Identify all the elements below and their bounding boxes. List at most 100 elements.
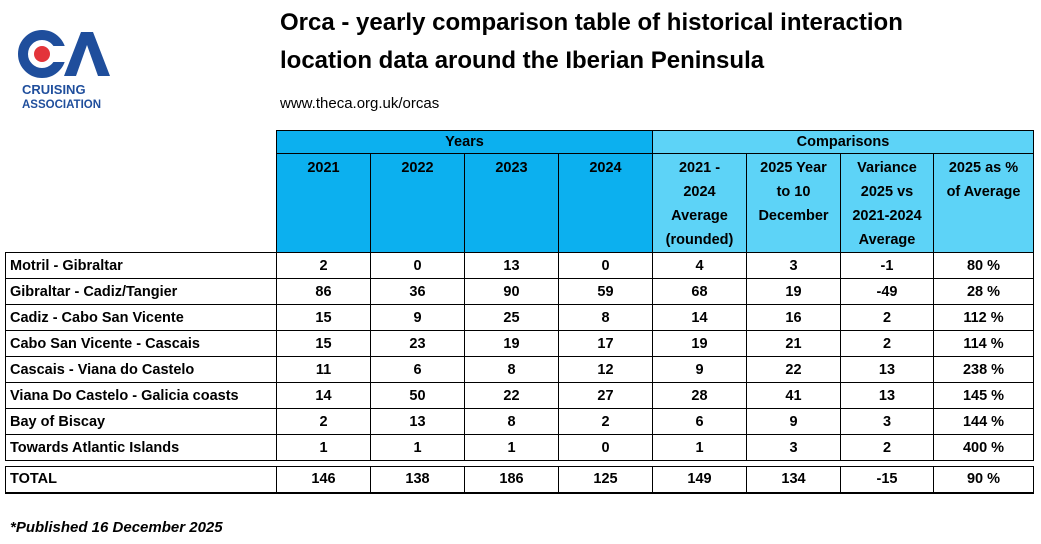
cell: 238 %: [933, 356, 1034, 383]
cell: -49: [840, 278, 934, 305]
logo-a: [64, 32, 110, 76]
cell: 8: [464, 408, 559, 435]
row: Bay of Biscay 2 13 8 2 6 9 3 144 %: [5, 408, 1034, 435]
cell: 23: [370, 330, 465, 357]
cell: 22: [746, 356, 841, 383]
cell: 12: [558, 356, 653, 383]
cell: 15: [276, 304, 371, 331]
row-label: Cabo San Vicente - Cascais: [5, 330, 277, 357]
group-row: Years Comparisons: [5, 130, 1034, 154]
header-line: of Average: [946, 184, 1021, 200]
cell: 28: [652, 382, 747, 409]
row-label: Cascais - Viana do Castelo: [5, 356, 277, 383]
row-label: Towards Atlantic Islands: [5, 434, 277, 461]
column-header: 2022: [370, 153, 465, 253]
column-header: 2021: [276, 153, 371, 253]
cell: 22: [464, 382, 559, 409]
cell: 138: [370, 466, 465, 493]
cell: 86: [276, 278, 371, 305]
cell: 400 %: [933, 434, 1034, 461]
header-line: 2024: [589, 160, 622, 176]
row-label: TOTAL: [5, 466, 277, 493]
cell: 2: [276, 408, 371, 435]
cell: 68: [652, 278, 747, 305]
row-label: Motril - Gibraltar: [5, 252, 277, 279]
url: www.theca.org.uk/orcas: [280, 95, 440, 112]
header-line: (rounded): [665, 232, 734, 248]
row: Gibraltar - Cadiz/Tangier 86 36 90 59 68 19 -49…: [5, 278, 1034, 305]
cell: 3: [746, 434, 841, 461]
cell: 0: [558, 434, 653, 461]
header-line: Average: [671, 208, 728, 224]
column-header: 2021 - 2024 Average (rounded): [652, 153, 747, 253]
cell: 36: [370, 278, 465, 305]
column-header: Variance 2025 vs 2021-2024 Average: [840, 153, 934, 253]
cell: 1: [276, 434, 371, 461]
header-line: Variance: [857, 160, 917, 176]
logo-text: CRUISING: [22, 82, 86, 97]
row-label: Viana Do Castelo - Galicia coasts: [5, 382, 277, 409]
table: Years Comparisons 2021 2022 2023 2024 2021 -20…: [5, 130, 1034, 461]
header-line: 2021-2024: [852, 208, 922, 224]
row: Viana Do Castelo - Galicia coasts 14 50 22 2…: [5, 382, 1034, 409]
group-header: Years: [276, 130, 653, 154]
cell: 0: [558, 252, 653, 279]
cell: 3: [840, 408, 934, 435]
cell: 4: [652, 252, 747, 279]
footnote: *Published 16 December 2025: [10, 519, 223, 536]
cell: 13: [840, 356, 934, 383]
header-line: December: [758, 208, 829, 224]
cell: 41: [746, 382, 841, 409]
cell: 28 %: [933, 278, 1034, 305]
title: Orca - yearly comparison table of histor…: [280, 4, 903, 80]
row: Cabo San Vicente - Cascais 15 23 19 17 19 21 2 1…: [5, 330, 1034, 357]
cell: 2: [840, 330, 934, 357]
header-row: 2021 2022 2023 2024 2021 - 2024 Average (rounde…: [5, 153, 1034, 253]
cell: 14: [652, 304, 747, 331]
cell: 17: [558, 330, 653, 357]
cell: 59: [558, 278, 653, 305]
title-line: Orca - yearly comparison table of histor…: [280, 9, 903, 36]
cell: 2: [558, 408, 653, 435]
cell: 6: [652, 408, 747, 435]
column-header: 2025 Year to 10 December: [746, 153, 841, 253]
cell: 90 %: [933, 466, 1034, 493]
cell: 90: [464, 278, 559, 305]
header-line: 2021: [307, 160, 340, 176]
cell: 1: [652, 434, 747, 461]
cell: -1: [840, 252, 934, 279]
cell: 149: [652, 466, 747, 493]
cell: 13: [840, 382, 934, 409]
cell: 27: [558, 382, 653, 409]
logo: CRUISING ASSOCIATION: [18, 30, 110, 111]
row-label: Gibraltar - Cadiz/Tangier: [5, 278, 277, 305]
cell: 25: [464, 304, 559, 331]
cell: 19: [746, 278, 841, 305]
row-label: Bay of Biscay: [5, 408, 277, 435]
logo-text: ASSOCIATION: [22, 99, 101, 111]
blank-cell: [5, 153, 277, 253]
title-line: location data around the Iberian Peninsu…: [280, 47, 765, 74]
row: Cascais - Viana do Castelo 11 6 8 12 9 22 13 238…: [5, 356, 1034, 383]
group-header: Comparisons: [652, 130, 1034, 154]
row: Towards Atlantic Islands 1 1 1 0 1 3 2 400 %: [5, 434, 1034, 461]
cell: 114 %: [933, 330, 1034, 357]
cell: 125: [558, 466, 653, 493]
cell: 0: [370, 252, 465, 279]
cell: 9: [746, 408, 841, 435]
row: TOTAL 146 138 186 125 149 134 -15 90 %: [5, 466, 1034, 493]
cell: 186: [464, 466, 559, 493]
cell: 145 %: [933, 382, 1034, 409]
cell: 3: [746, 252, 841, 279]
cell: 144 %: [933, 408, 1034, 435]
cell: 15: [276, 330, 371, 357]
header-line: 2024: [683, 184, 716, 200]
blank-cell: [5, 130, 277, 154]
total-table: TOTAL 146 138 186 125 149 134 -15 90 %: [5, 466, 1034, 494]
cell: 19: [464, 330, 559, 357]
cell: 8: [558, 304, 653, 331]
cell: 2: [276, 252, 371, 279]
header-line: 2025 vs: [860, 184, 914, 200]
column-header: 2025 as % of Average: [933, 153, 1034, 253]
